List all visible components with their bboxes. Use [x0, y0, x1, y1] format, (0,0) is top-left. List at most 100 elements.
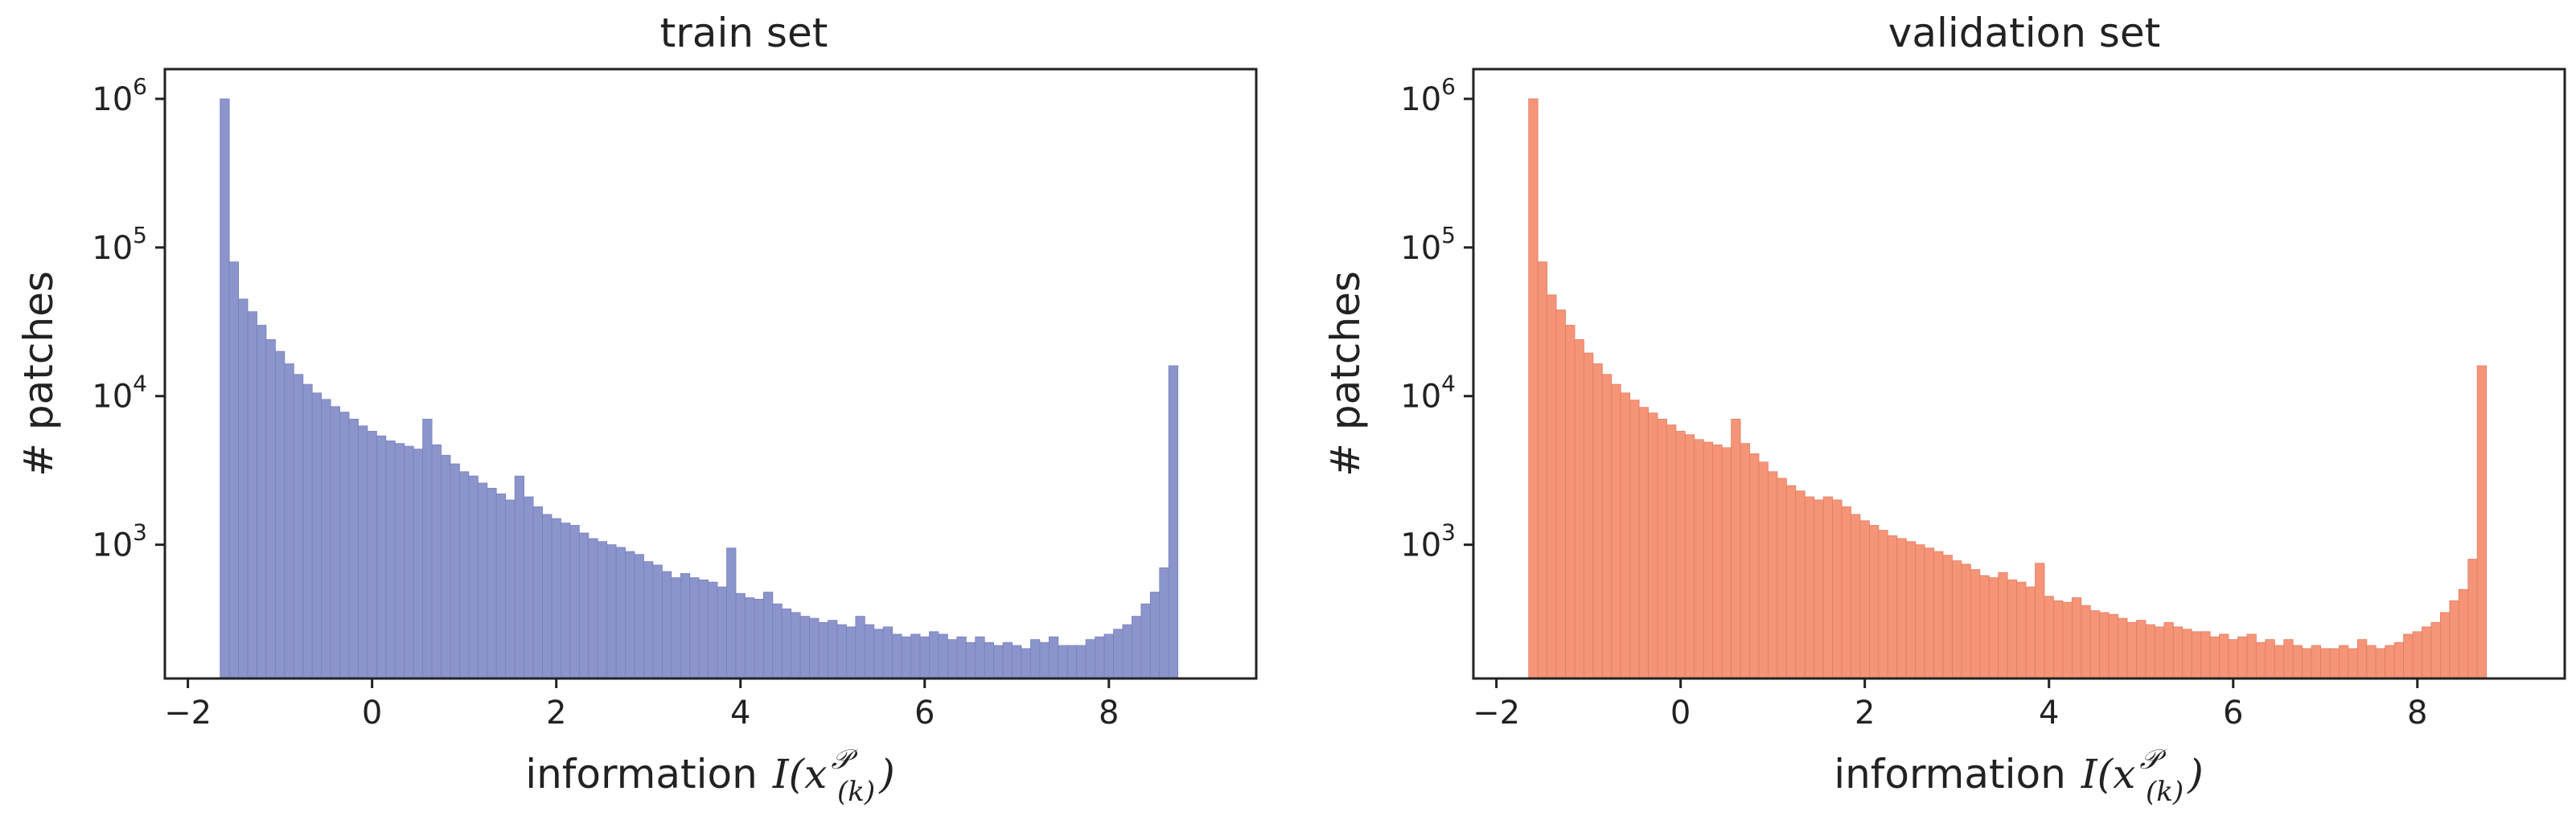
histogram-bar	[524, 496, 534, 679]
histogram-bar	[348, 418, 359, 679]
histogram-bar	[846, 626, 857, 679]
histogram-bar	[2209, 636, 2220, 679]
histogram-bar	[993, 645, 1004, 679]
x-axis-label-math-close: )	[878, 751, 895, 797]
histogram-bar	[275, 351, 286, 679]
histogram-bar	[652, 564, 663, 679]
histogram-bar	[1085, 639, 1096, 679]
histogram-bar	[1933, 551, 1944, 679]
histogram-bar	[1942, 555, 1953, 679]
histogram-bar	[2430, 621, 2441, 679]
histogram-bar	[1528, 98, 1539, 679]
histogram-bar	[938, 633, 948, 679]
histogram-bar	[1076, 645, 1087, 679]
histogram-bar	[708, 581, 718, 679]
histogram-bar	[1113, 629, 1124, 679]
histogram-bar	[1002, 642, 1013, 679]
x-axis-label-math-base: I(x	[772, 751, 827, 797]
x-tick-label: 8	[2407, 695, 2427, 732]
histogram-bar	[762, 592, 774, 679]
histogram-bar	[468, 475, 479, 679]
histogram-bar	[892, 633, 902, 679]
histogram-bar	[1712, 444, 1723, 679]
y-axis-label: # patches	[15, 271, 62, 477]
histogram-bar	[2044, 596, 2054, 679]
histogram-bar	[625, 551, 635, 679]
histogram-bar	[2246, 633, 2257, 679]
histogram-bar	[2053, 600, 2064, 679]
histogram-bar	[643, 561, 654, 679]
histogram-bar	[330, 406, 340, 679]
histogram-bar	[1988, 577, 1999, 679]
x-axis-label-math-close: )	[2187, 751, 2204, 797]
histogram-bar	[634, 554, 644, 679]
histogram-bar	[818, 621, 828, 679]
histogram-bar	[1140, 603, 1151, 679]
histogram-bar	[2458, 588, 2469, 679]
histogram-bar	[238, 298, 249, 679]
histogram-bar	[311, 392, 323, 679]
histogram-bar	[1915, 544, 1925, 679]
histogram-bar	[2172, 626, 2184, 679]
histogram-bar	[2412, 631, 2422, 679]
histogram-bar	[1998, 572, 2008, 679]
histogram-bar	[413, 449, 424, 679]
histogram-bar	[1611, 383, 1621, 679]
y-axis-ticks: 103 104 105 106	[92, 73, 165, 564]
histogram-bar	[247, 311, 257, 679]
histogram-bar	[2136, 620, 2147, 679]
histogram-bar	[394, 443, 405, 679]
histogram-bar	[745, 597, 755, 679]
histogram-bar	[339, 412, 350, 679]
histogram-bar	[1620, 392, 1631, 679]
histogram-bar	[551, 518, 561, 679]
histogram-bar	[2145, 624, 2155, 679]
x-axis-ticks: −2 0 2 4 6 8	[164, 678, 1120, 732]
chart-title: validation set	[1888, 10, 2160, 56]
histogram-bar	[1731, 418, 1741, 679]
histogram-bar	[1887, 535, 1898, 679]
y-tick-label: 105	[1400, 222, 1456, 267]
histogram-bar	[836, 624, 847, 679]
histogram-bar	[597, 541, 608, 679]
histogram-bar	[1048, 636, 1059, 679]
histogram-bar	[799, 616, 811, 679]
histogram-bar	[1814, 499, 1824, 679]
histogram-bar	[2422, 626, 2432, 679]
histogram-bar	[1970, 569, 1981, 679]
x-tick-label: 6	[914, 695, 935, 732]
histogram-bar	[495, 493, 507, 679]
histogram-bar	[1804, 496, 1815, 679]
histogram-bar	[2393, 642, 2404, 679]
chart-title: train set	[660, 10, 828, 56]
histogram-bar	[1869, 525, 1880, 679]
histogram-bar	[1601, 374, 1613, 679]
histogram-bar	[2366, 645, 2377, 679]
x-tick-label: −2	[164, 695, 212, 732]
histogram-bar	[1703, 441, 1714, 679]
histogram-bar	[1592, 363, 1603, 679]
histogram-bar	[919, 636, 930, 679]
histogram-bar	[809, 617, 820, 679]
histogram-bar	[1675, 431, 1686, 679]
histogram-bar	[2089, 610, 2101, 679]
y-axis-label: # patches	[1322, 271, 1369, 477]
histogram-bar	[2163, 621, 2174, 679]
histogram-bar	[1979, 575, 1990, 679]
histogram-bar	[947, 639, 958, 679]
histogram-bar	[781, 609, 792, 679]
y-tick-label: 105	[92, 222, 147, 267]
x-tick-label: 6	[2223, 695, 2243, 732]
histogram-bar	[1657, 418, 1667, 679]
y-tick-label: 106	[92, 73, 147, 118]
histogram-bar	[1785, 485, 1797, 679]
histogram-bar	[293, 374, 304, 679]
histogram-bar	[441, 454, 451, 679]
histogram-bar	[828, 620, 838, 679]
histogram-bar	[606, 544, 617, 679]
histogram-bar	[1952, 560, 1962, 679]
histogram-bar	[1822, 496, 1834, 679]
histogram-bar	[2339, 645, 2349, 679]
histogram-bar	[1851, 514, 1861, 679]
histogram-bar	[2007, 579, 2018, 679]
